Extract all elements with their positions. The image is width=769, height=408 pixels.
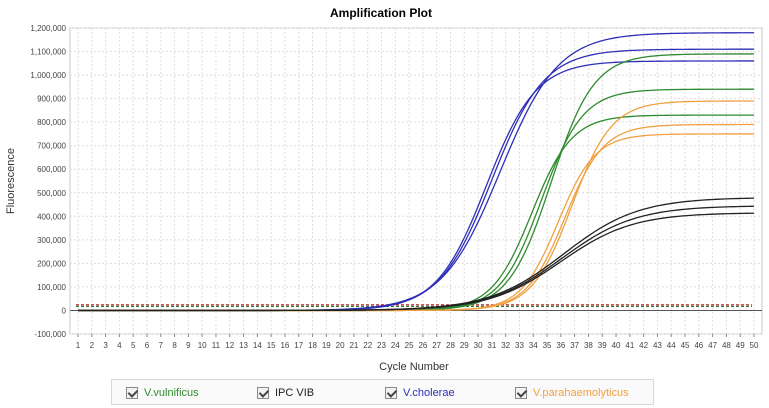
y-tick-label: -100,000 xyxy=(34,330,66,339)
x-tick-label: 5 xyxy=(131,341,136,350)
y-tick-label: 700,000 xyxy=(37,142,66,151)
x-tick-label: 39 xyxy=(598,341,607,350)
legend-item-v-cholerae[interactable]: V.cholerae xyxy=(385,380,455,406)
legend-item-ipc-vib[interactable]: IPC VIB xyxy=(257,380,314,406)
y-tick-label: 1,000,000 xyxy=(30,71,66,80)
checkbox-icon[interactable] xyxy=(126,387,138,399)
x-tick-label: 30 xyxy=(474,341,483,350)
x-tick-label: 12 xyxy=(225,341,234,350)
y-tick-label: 800,000 xyxy=(37,118,66,127)
x-tick-label: 32 xyxy=(501,341,510,350)
x-tick-label: 9 xyxy=(186,341,191,350)
y-tick-label: 1,200,000 xyxy=(30,24,66,33)
x-tick-label: 19 xyxy=(322,341,331,350)
y-axis-label: Fluorescence xyxy=(5,148,17,214)
x-tick-label: 46 xyxy=(694,341,703,350)
x-tick-label: 47 xyxy=(708,341,717,350)
x-tick-label: 20 xyxy=(336,341,345,350)
y-tick-label: 300,000 xyxy=(37,236,66,245)
x-tick-label: 22 xyxy=(363,341,372,350)
amplification-plot: Amplification Plot -100,000 0 100,000 200,0… xyxy=(5,6,763,373)
x-tick-label: 7 xyxy=(159,341,164,350)
x-tick-label: 16 xyxy=(280,341,289,350)
x-tick-label: 38 xyxy=(584,341,593,350)
x-tick-label: 8 xyxy=(172,341,177,350)
legend-item-v-parahaemolyticus[interactable]: V.parahaemolyticus xyxy=(515,380,629,406)
threshold-lines xyxy=(76,304,752,308)
x-tick-label: 48 xyxy=(722,341,731,350)
x-tick-label: 40 xyxy=(612,341,621,350)
x-tick-label: 17 xyxy=(294,341,303,350)
x-tick-label: 10 xyxy=(198,341,207,350)
chart-title: Amplification Plot xyxy=(330,6,432,20)
x-tick-label: 25 xyxy=(405,341,414,350)
x-tick-label: 23 xyxy=(377,341,386,350)
checkbox-icon[interactable] xyxy=(515,387,527,399)
y-tick-label: 200,000 xyxy=(37,259,66,268)
x-tick-label: 43 xyxy=(653,341,662,350)
x-tick-label: 41 xyxy=(625,341,634,350)
x-tick-label: 18 xyxy=(308,341,317,350)
y-tick-label: 100,000 xyxy=(37,283,66,292)
x-tick-label: 33 xyxy=(515,341,524,350)
y-tick-label: 400,000 xyxy=(37,212,66,221)
x-axis-label: Cycle Number xyxy=(379,361,449,373)
y-tick-label: 600,000 xyxy=(37,165,66,174)
amplification-curves xyxy=(78,32,755,312)
x-tick-label: 36 xyxy=(556,341,565,350)
legend-label: V.vulnificus xyxy=(144,387,199,399)
x-tick-label: 11 xyxy=(212,341,221,350)
x-tick-label: 42 xyxy=(639,341,648,350)
y-tick-label: 900,000 xyxy=(37,95,66,104)
y-axis-ticks: -100,000 0 100,000 200,000 300,000 400,000 500… xyxy=(30,24,66,339)
x-tick-label: 27 xyxy=(432,341,441,350)
legend-label: IPC VIB xyxy=(275,387,315,399)
checkbox-icon[interactable] xyxy=(385,387,397,399)
x-tick-label: 15 xyxy=(267,341,276,350)
x-tick-label: 3 xyxy=(103,341,108,350)
x-tick-label: 45 xyxy=(681,341,690,350)
legend-label: V.parahaemolyticus xyxy=(533,387,629,399)
y-tick-label: 0 xyxy=(62,306,67,315)
legend-item-v-vulnificus[interactable]: V.vulnificus xyxy=(126,380,199,406)
x-tick-label: 37 xyxy=(570,341,579,350)
plot-area xyxy=(69,27,763,335)
x-tick-label: 13 xyxy=(239,341,248,350)
x-tick-label: 31 xyxy=(487,341,496,350)
x-tick-label: 14 xyxy=(253,341,262,350)
x-tick-label: 6 xyxy=(145,341,150,350)
x-tick-label: 49 xyxy=(736,341,745,350)
legend: V.vulnificus IPC VIB V.cholerae V.paraha… xyxy=(111,379,654,405)
x-tick-label: 34 xyxy=(529,341,538,350)
x-tick-label: 28 xyxy=(446,341,455,350)
x-axis-ticks: 1 2 3 4 5 6 7 8 9 10 11 12 13 14 15 16 17 18 19 20 21 22 23 24 2… xyxy=(76,334,759,350)
x-tick-label: 35 xyxy=(543,341,552,350)
x-tick-label: 4 xyxy=(117,341,122,350)
x-tick-label: 29 xyxy=(460,341,469,350)
x-tick-label: 1 xyxy=(76,341,81,350)
y-tick-label: 500,000 xyxy=(37,189,66,198)
curve-ipc-vib xyxy=(78,212,755,312)
checkbox-icon[interactable] xyxy=(257,387,269,399)
x-tick-label: 24 xyxy=(391,341,400,350)
x-tick-label: 50 xyxy=(750,341,759,350)
x-tick-label: 2 xyxy=(90,341,95,350)
x-tick-label: 26 xyxy=(418,341,427,350)
x-tick-label: 44 xyxy=(667,341,676,350)
y-tick-label: 1,100,000 xyxy=(30,48,66,57)
x-tick-label: 21 xyxy=(349,341,358,350)
legend-label: V.cholerae xyxy=(403,387,455,399)
